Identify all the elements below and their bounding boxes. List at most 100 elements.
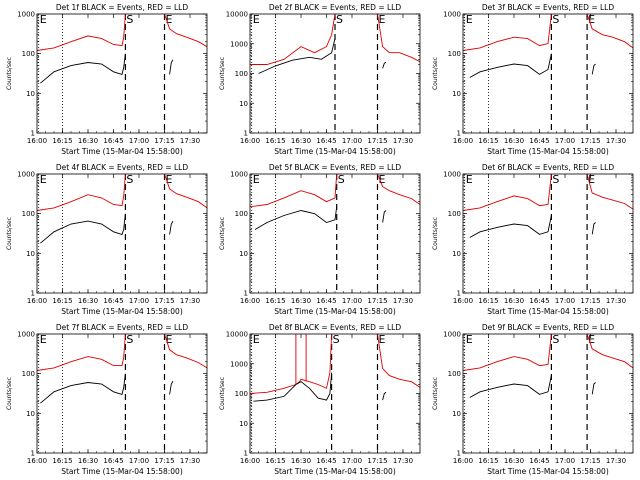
x-axis-label: Start Time (15-Mar-04 15:58:00) bbox=[61, 147, 183, 156]
x-tick-label: 16:00 bbox=[27, 137, 47, 145]
event-marker-label: E bbox=[466, 13, 473, 26]
detector-panel-2: Det 2f BLACK = Events, RED = LLD Counts/s… bbox=[219, 3, 421, 156]
y-tick-label: 10 bbox=[26, 410, 35, 418]
y-tick-label: 10 bbox=[26, 90, 35, 98]
y-tick-label: 10000 bbox=[226, 331, 248, 339]
x-tick-label: 17:15 bbox=[367, 137, 387, 145]
events-series-line bbox=[382, 61, 387, 69]
y-tick-label: 1 bbox=[457, 130, 461, 138]
event-marker-label: E bbox=[253, 333, 260, 346]
event-marker-label: S bbox=[552, 333, 559, 346]
x-tick-label: 16:45 bbox=[529, 297, 549, 305]
y-tick-label: 100 bbox=[22, 50, 35, 58]
x-tick-label: 16:30 bbox=[78, 137, 98, 145]
x-tick-label: 17:00 bbox=[342, 457, 362, 465]
x-tick-label: 16:15 bbox=[52, 457, 72, 465]
y-tick-label: 100 bbox=[22, 370, 35, 378]
event-marker-label: S bbox=[338, 173, 345, 186]
y-tick-label: 10 bbox=[239, 420, 248, 428]
plot-frame bbox=[249, 173, 421, 294]
events-series-line bbox=[591, 222, 596, 235]
y-axis-label: Counts/sec bbox=[6, 217, 13, 250]
y-tick-label: 1000 bbox=[230, 360, 248, 368]
y-tick-label: 1 bbox=[457, 290, 461, 298]
lld-series-line bbox=[586, 333, 634, 369]
lld-series-line bbox=[586, 13, 634, 49]
events-series-line bbox=[40, 373, 126, 404]
event-marker-label: E bbox=[166, 333, 173, 346]
y-tick-label: 100 bbox=[448, 50, 461, 58]
x-tick-label: 16:15 bbox=[478, 297, 498, 305]
events-series-line bbox=[382, 210, 387, 223]
lld-series-line bbox=[377, 173, 421, 205]
x-axis-label: Start Time (15-Mar-04 15:58:00) bbox=[274, 307, 396, 316]
event-marker-label: S bbox=[333, 333, 340, 346]
x-tick-label: 17:30 bbox=[393, 297, 413, 305]
x-axis-label: Start Time (15-Mar-04 15:58:00) bbox=[61, 467, 183, 476]
x-tick-label: 17:15 bbox=[580, 297, 600, 305]
x-tick-label: 16:45 bbox=[316, 137, 336, 145]
lld-series-line bbox=[462, 13, 552, 51]
panel-title: Det 8f BLACK = Events, RED = LLD bbox=[269, 323, 402, 332]
events-series-line bbox=[169, 380, 174, 395]
y-tick-label: 10 bbox=[239, 250, 248, 258]
plot-frame bbox=[36, 13, 208, 134]
events-series-line bbox=[254, 206, 338, 230]
y-tick-label: 100 bbox=[235, 70, 248, 78]
events-series-line bbox=[253, 372, 333, 402]
x-tick-label: 17:30 bbox=[606, 297, 626, 305]
detector-panel-3: Det 3f BLACK = Events, RED = LLD Counts/s… bbox=[432, 3, 634, 156]
x-tick-label: 17:15 bbox=[154, 137, 174, 145]
lld-series-line bbox=[462, 173, 552, 211]
x-tick-label: 17:30 bbox=[180, 457, 200, 465]
panel-title: Det 3f BLACK = Events, RED = LLD bbox=[482, 3, 615, 12]
x-axis-label: Start Time (15-Mar-04 15:58:00) bbox=[274, 467, 396, 476]
x-tick-label: 17:00 bbox=[342, 297, 362, 305]
y-axis-label: Counts/sec bbox=[6, 377, 13, 410]
lld-series-line bbox=[249, 333, 333, 394]
events-series-line bbox=[591, 63, 596, 75]
y-tick-label: 100 bbox=[235, 390, 248, 398]
x-tick-label: 17:00 bbox=[555, 297, 575, 305]
x-tick-label: 16:45 bbox=[103, 457, 123, 465]
x-axis-label: Start Time (15-Mar-04 15:58:00) bbox=[487, 307, 609, 316]
lld-series-line bbox=[36, 173, 126, 211]
event-marker-label: S bbox=[126, 333, 133, 346]
y-tick-label: 1 bbox=[31, 450, 35, 458]
event-marker-label: E bbox=[40, 173, 47, 186]
y-tick-label: 1000 bbox=[17, 171, 35, 179]
plot-frame bbox=[36, 333, 208, 454]
y-tick-label: 100 bbox=[22, 210, 35, 218]
y-axis-label: Counts/sec bbox=[432, 377, 439, 410]
events-series-line bbox=[40, 213, 126, 244]
y-axis-label: Counts/sec bbox=[219, 377, 226, 410]
event-marker-label: S bbox=[552, 173, 559, 186]
x-tick-label: 16:15 bbox=[478, 457, 498, 465]
y-axis-label: Counts/sec bbox=[6, 57, 13, 90]
y-tick-label: 10 bbox=[239, 100, 248, 108]
event-marker-label: E bbox=[253, 173, 260, 186]
event-marker-label: E bbox=[253, 13, 260, 26]
events-series-line bbox=[469, 215, 552, 238]
event-marker-label: E bbox=[588, 173, 595, 186]
x-tick-label: 17:00 bbox=[129, 137, 149, 145]
y-tick-label: 1000 bbox=[17, 331, 35, 339]
x-tick-label: 16:00 bbox=[27, 457, 47, 465]
x-tick-label: 16:15 bbox=[52, 137, 72, 145]
x-tick-label: 16:00 bbox=[453, 297, 473, 305]
x-tick-label: 17:00 bbox=[129, 457, 149, 465]
x-tick-label: 17:15 bbox=[154, 297, 174, 305]
events-series-line bbox=[469, 53, 552, 78]
plot-frame bbox=[462, 333, 634, 454]
lld-series-line bbox=[164, 173, 208, 209]
events-series-line bbox=[40, 53, 126, 84]
x-tick-label: 16:45 bbox=[529, 137, 549, 145]
lld-series-line bbox=[36, 333, 126, 371]
y-tick-label: 1 bbox=[457, 450, 461, 458]
x-tick-label: 16:00 bbox=[240, 297, 260, 305]
x-tick-label: 17:00 bbox=[555, 137, 575, 145]
event-marker-label: E bbox=[40, 13, 47, 26]
y-tick-label: 10 bbox=[26, 250, 35, 258]
y-tick-label: 1000 bbox=[443, 11, 461, 19]
